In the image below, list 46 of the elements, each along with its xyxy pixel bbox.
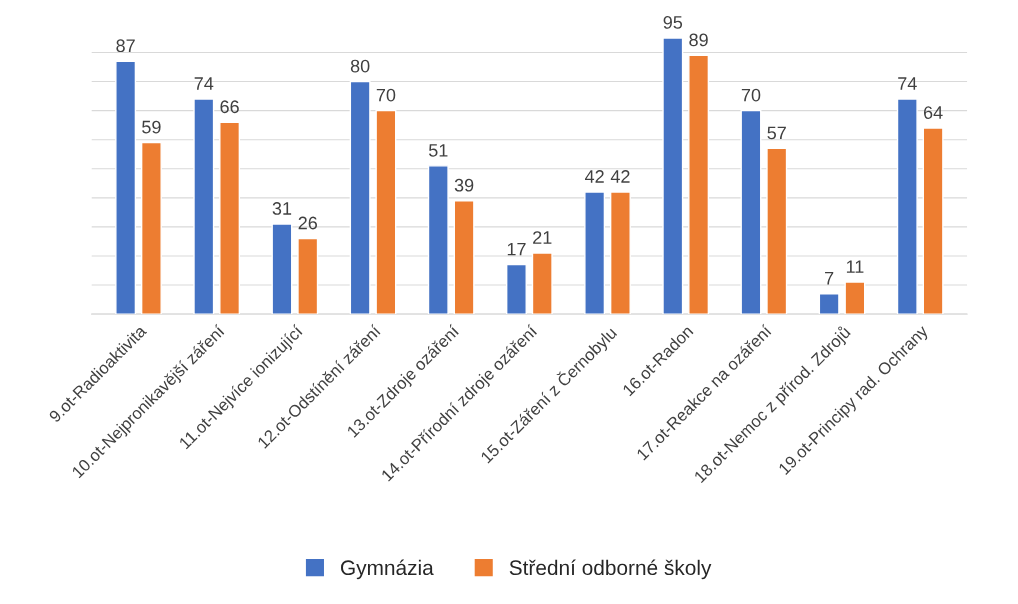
data-label: 74 (194, 77, 214, 90)
bar (688, 54, 710, 315)
data-label: 66 (220, 100, 239, 114)
legend-label: Střední odborné školy (509, 559, 712, 580)
data-label: 89 (689, 33, 708, 47)
data-label: 74 (898, 77, 917, 90)
bar (427, 165, 449, 315)
data-label: 26 (298, 216, 317, 230)
data-label: 11 (846, 260, 864, 273)
bar (193, 98, 215, 315)
data-label: 39 (454, 178, 474, 192)
data-label: 87 (116, 39, 135, 53)
bar (115, 60, 137, 315)
bar (922, 127, 944, 315)
data-label: 70 (741, 88, 761, 102)
data-label: 7 (825, 272, 834, 285)
data-label: 57 (767, 126, 786, 140)
legend-label: Gymnázia (341, 559, 434, 580)
bar (844, 281, 866, 315)
bar (531, 252, 553, 315)
bar (505, 263, 527, 315)
data-label: 42 (585, 170, 604, 183)
bar (219, 121, 241, 315)
bar (271, 223, 293, 315)
data-label: 80 (350, 59, 370, 73)
data-label: 70 (376, 88, 396, 102)
data-label: 21 (533, 231, 552, 244)
bar (140, 141, 162, 315)
bar (297, 237, 319, 315)
bar (609, 191, 631, 315)
data-label: 64 (923, 106, 943, 119)
bar (584, 191, 606, 315)
data-label: 51 (428, 144, 448, 157)
bar (375, 109, 397, 315)
bar (818, 293, 840, 315)
bar (740, 109, 762, 315)
data-label: 31 (272, 202, 292, 215)
bar (453, 200, 475, 315)
bar (896, 98, 918, 315)
bar (766, 147, 788, 315)
bar (662, 37, 684, 315)
data-label: 17 (507, 242, 526, 256)
bar (349, 80, 371, 315)
data-label: 42 (610, 170, 630, 183)
data-label: 59 (142, 120, 161, 134)
data-label: 95 (663, 16, 683, 29)
